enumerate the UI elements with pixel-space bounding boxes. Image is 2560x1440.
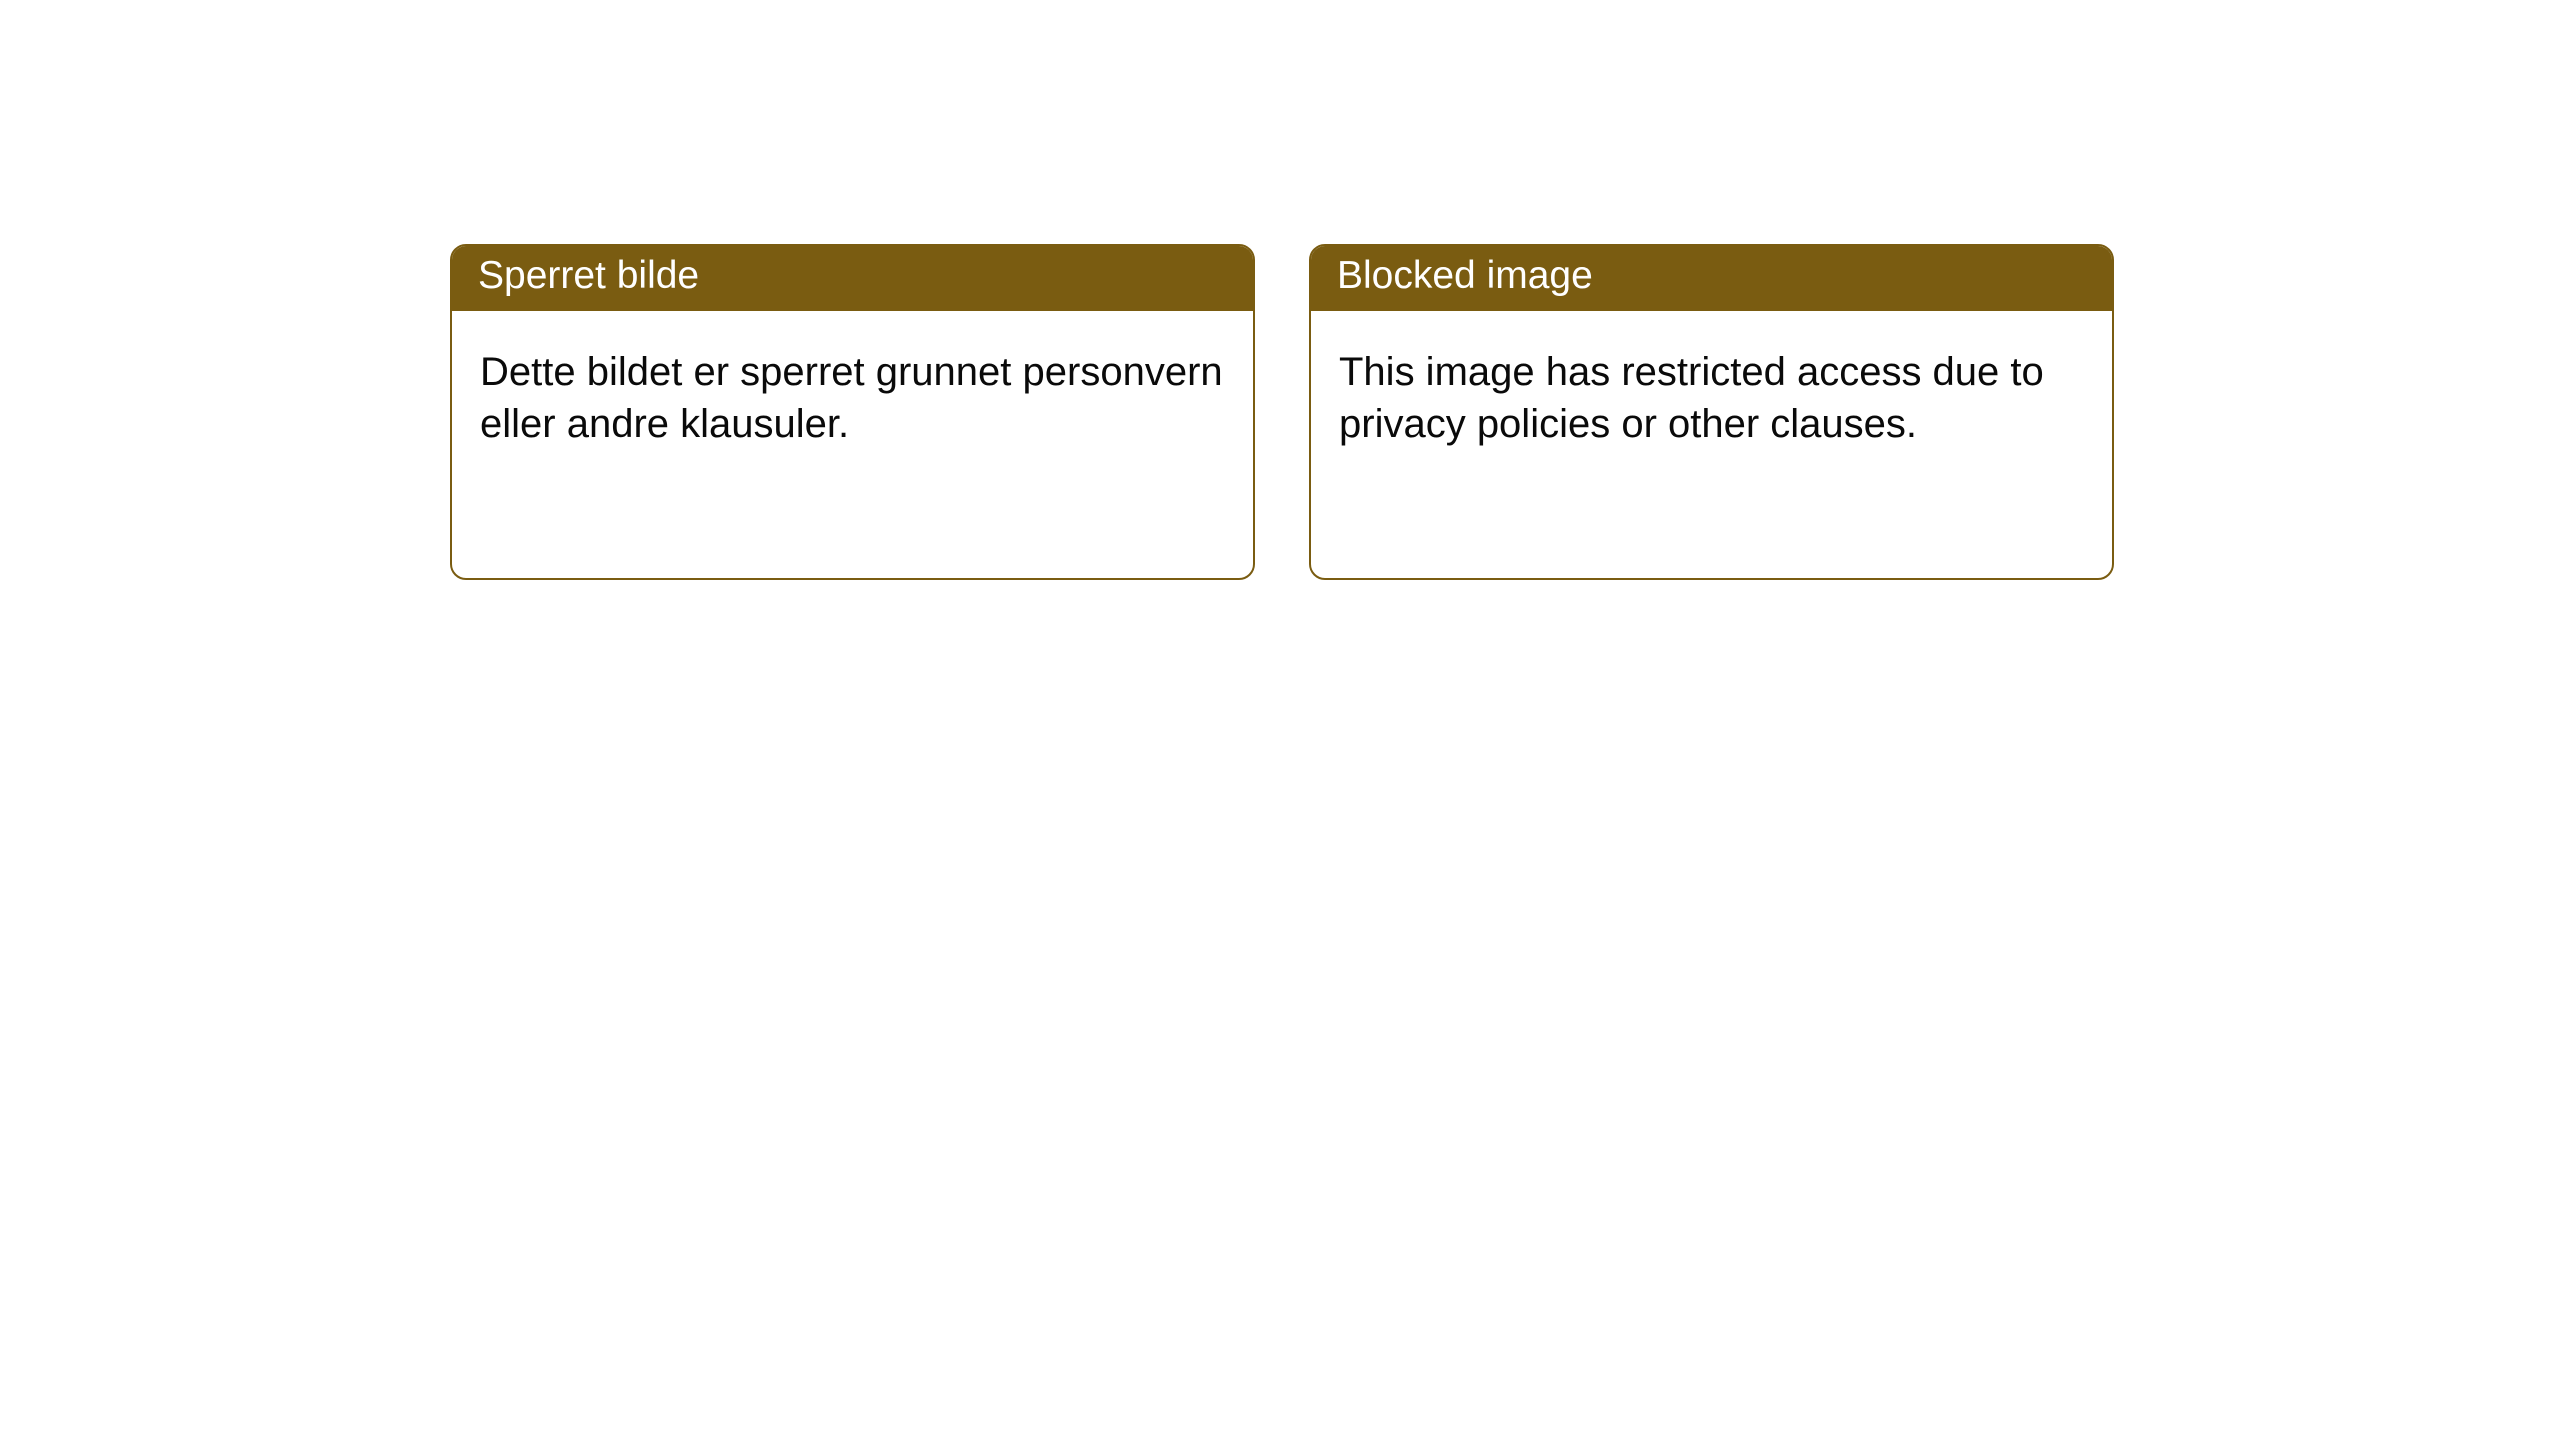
notice-box-english: Blocked image This image has restricted … bbox=[1309, 244, 2114, 580]
notice-container: Sperret bilde Dette bildet er sperret gr… bbox=[0, 0, 2560, 580]
notice-body: This image has restricted access due to … bbox=[1311, 311, 2112, 485]
notice-box-norwegian: Sperret bilde Dette bildet er sperret gr… bbox=[450, 244, 1255, 580]
notice-header: Sperret bilde bbox=[452, 246, 1253, 311]
notice-header: Blocked image bbox=[1311, 246, 2112, 311]
notice-body: Dette bildet er sperret grunnet personve… bbox=[452, 311, 1253, 485]
